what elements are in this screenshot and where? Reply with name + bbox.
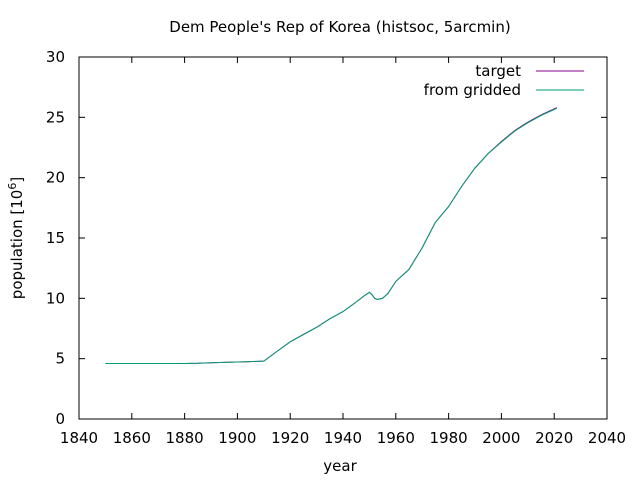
series-line-target xyxy=(105,107,558,364)
series-layer xyxy=(105,107,558,364)
y-tick-label: 10 xyxy=(46,289,65,307)
y-tick-label: 0 xyxy=(55,410,65,428)
y-tick-label: 5 xyxy=(55,350,65,368)
plot-area-border xyxy=(78,56,608,420)
legend-label: target xyxy=(475,62,521,80)
x-tick-label: 1840 xyxy=(60,429,98,447)
y-tick-label: 20 xyxy=(46,169,65,187)
x-axis-ticks: 1840 1860 1880 1900 1920 1940 1960 1980 2000 2020… xyxy=(60,57,626,447)
y-tick-label: 25 xyxy=(46,108,65,126)
y-axis-label: population [106] xyxy=(6,177,26,299)
x-tick-label: 1960 xyxy=(377,429,415,447)
y-axis-label-main: population [10 xyxy=(8,190,26,300)
series-line-from-gridded xyxy=(105,107,558,364)
y-axis-label-close: ] xyxy=(8,177,26,183)
x-tick-label: 1980 xyxy=(430,429,468,447)
x-tick-label: 1920 xyxy=(271,429,309,447)
plot-frame xyxy=(78,56,608,420)
x-tick-label: 1860 xyxy=(113,429,151,447)
y-axis-label-exponent: 6 xyxy=(6,183,19,190)
x-tick-label: 2040 xyxy=(588,429,626,447)
x-tick-label: 1900 xyxy=(218,429,256,447)
x-axis-label: year xyxy=(323,457,357,475)
y-axis-ticks: 0 5 10 15 20 25 30 xyxy=(46,48,607,428)
y-tick-label: 15 xyxy=(46,229,65,247)
legend-label: from gridded xyxy=(424,81,521,99)
x-tick-label: 2020 xyxy=(535,429,573,447)
chart-title: Dem People's Rep of Korea (histsoc, 5arc… xyxy=(169,18,510,36)
y-tick-label: 30 xyxy=(46,48,65,66)
x-tick-label: 2000 xyxy=(482,429,520,447)
x-tick-label: 1880 xyxy=(166,429,204,447)
x-tick-label: 1940 xyxy=(324,429,362,447)
